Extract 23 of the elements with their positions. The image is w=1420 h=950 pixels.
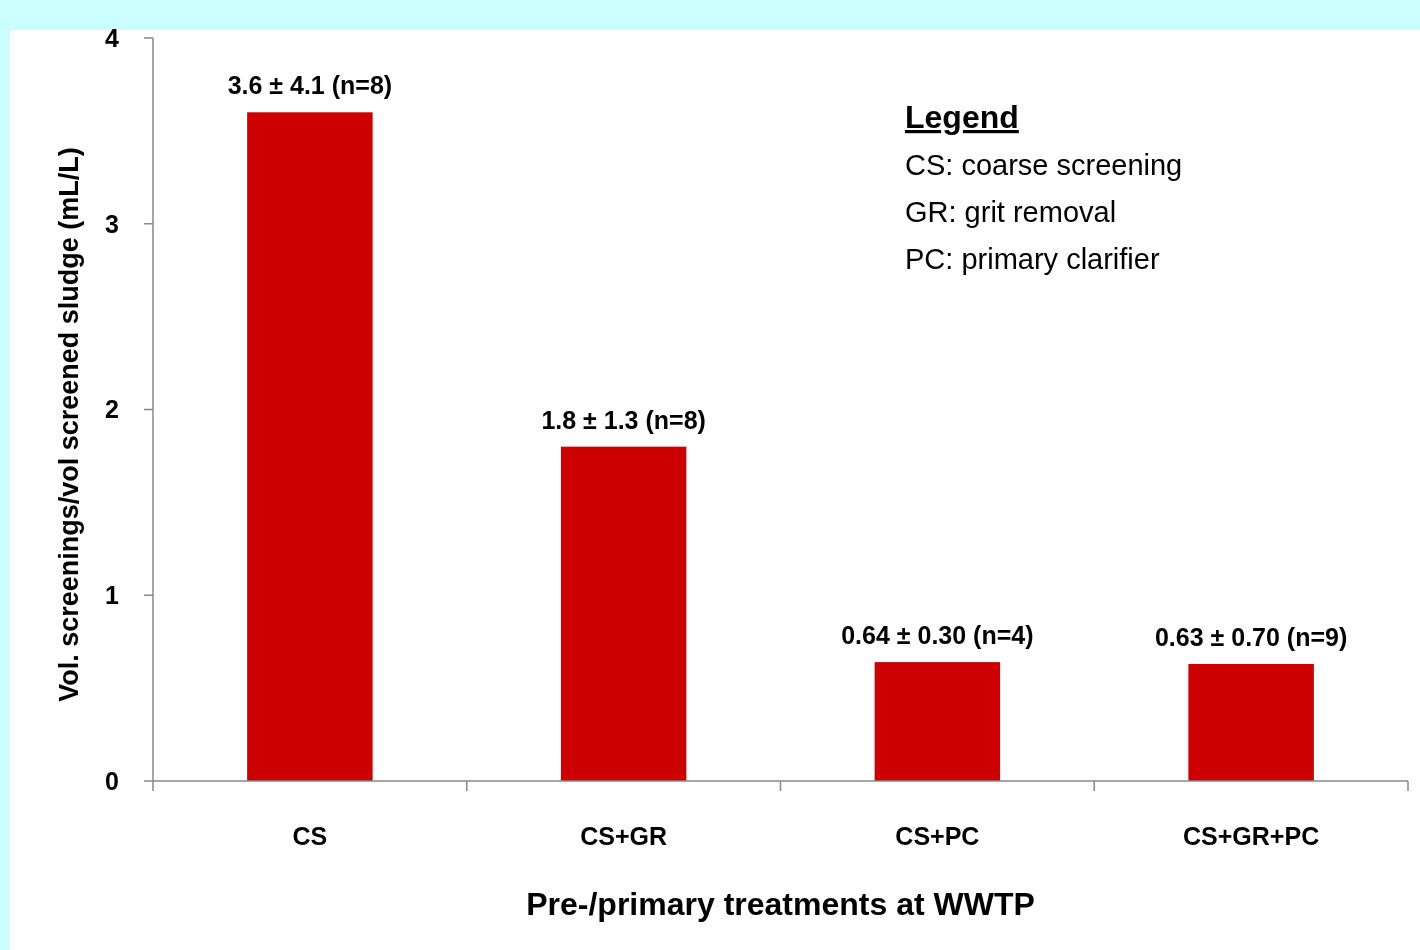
- bar: [874, 662, 1001, 781]
- x-tick-label: CS+PC: [895, 822, 980, 850]
- x-axis-title: Pre-/primary treatments at WWTP: [526, 886, 1035, 922]
- annotation: Legend: [905, 99, 1019, 135]
- y-tick-label: 2: [105, 395, 119, 424]
- bar: [560, 446, 687, 781]
- x-tick-label: CS+GR: [580, 822, 668, 850]
- data-label: 0.63 ± 0.70 (n=9): [1154, 622, 1348, 651]
- x-tick-label: CS: [292, 822, 328, 850]
- annotation: GR: grit removal: [905, 196, 1117, 228]
- bar: [1188, 663, 1314, 781]
- y-tick-label: 4: [105, 23, 120, 52]
- data-label: 3.6 ± 4.1 (n=8): [227, 71, 393, 100]
- y-tick-label: 0: [105, 766, 119, 795]
- data-label: 0.64 ± 0.30 (n=4): [841, 621, 1034, 650]
- y-axis-title: Vol. screenings/vol screened sludge (mL/L): [54, 147, 84, 702]
- x-tick-label: CS+GR+PC: [1183, 822, 1320, 850]
- annotation: PC: primary clarifier: [905, 243, 1160, 275]
- y-tick-label: 3: [105, 209, 119, 238]
- data-label: 1.8 ± 1.3 (n=8): [541, 405, 706, 434]
- annotation: CS: coarse screening: [905, 149, 1183, 181]
- bar: [247, 112, 373, 781]
- y-tick-label: 1: [105, 581, 120, 609]
